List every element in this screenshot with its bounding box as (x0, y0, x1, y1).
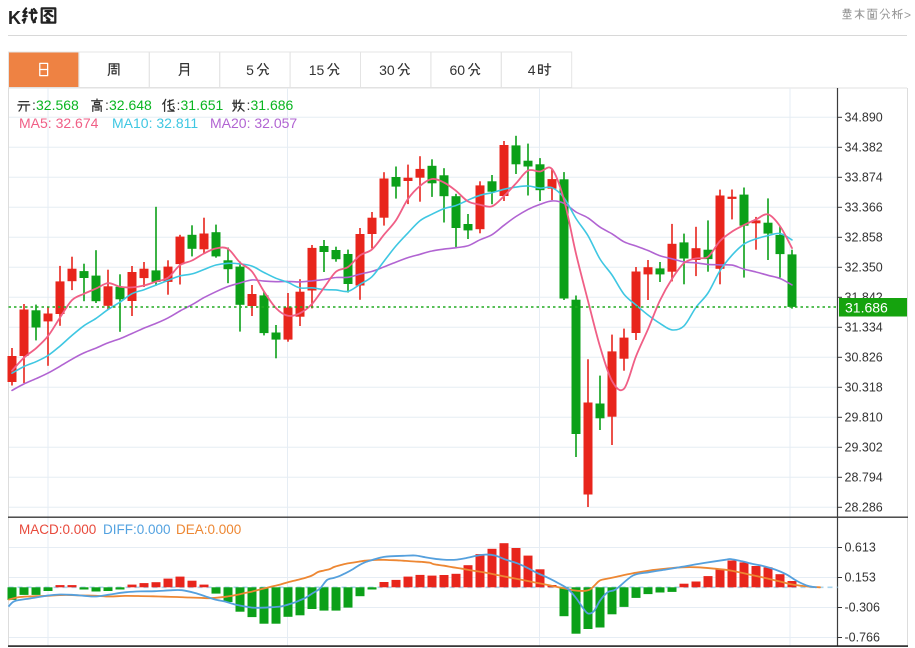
svg-text:>: > (904, 8, 911, 22)
svg-text::: : (32, 97, 36, 113)
svg-text:MA10: 32.811: MA10: 32.811 (112, 115, 198, 131)
svg-text:MA5: 32.674: MA5: 32.674 (19, 115, 99, 131)
svg-text:32.858: 32.858 (845, 230, 883, 244)
svg-text:34.382: 34.382 (845, 140, 883, 154)
svg-text:30.318: 30.318 (845, 380, 883, 394)
svg-text:30: 30 (379, 62, 395, 78)
svg-text::: : (177, 97, 181, 113)
svg-text:31.686: 31.686 (251, 97, 294, 113)
svg-text:31.651: 31.651 (181, 97, 224, 113)
svg-text:15: 15 (309, 62, 325, 78)
svg-text:31.334: 31.334 (845, 320, 883, 334)
svg-text:33.366: 33.366 (845, 200, 883, 214)
svg-text:DIFF:0.000: DIFF:0.000 (103, 522, 171, 537)
svg-text:29.810: 29.810 (845, 410, 883, 424)
svg-text:-0.306: -0.306 (845, 601, 880, 615)
svg-text::: : (105, 97, 109, 113)
svg-text:5: 5 (246, 62, 254, 78)
svg-text:0.153: 0.153 (845, 571, 876, 585)
svg-text:31.686: 31.686 (845, 300, 888, 316)
svg-text:DEA:0.000: DEA:0.000 (176, 522, 241, 537)
svg-text:30.826: 30.826 (845, 350, 883, 364)
svg-text:60: 60 (450, 62, 466, 78)
svg-text::: : (247, 97, 251, 113)
svg-text:K: K (8, 8, 21, 28)
svg-text:MACD:0.000: MACD:0.000 (19, 522, 96, 537)
svg-text:0.613: 0.613 (845, 541, 876, 555)
svg-text:33.874: 33.874 (845, 170, 883, 184)
svg-text:28.794: 28.794 (845, 470, 883, 484)
svg-text:32.568: 32.568 (36, 97, 79, 113)
svg-text:29.302: 29.302 (845, 440, 883, 454)
svg-text:MA20: 32.057: MA20: 32.057 (210, 115, 297, 131)
svg-text:32.350: 32.350 (845, 260, 883, 274)
svg-text:32.648: 32.648 (109, 97, 152, 113)
svg-text:4: 4 (528, 62, 536, 78)
svg-text:28.286: 28.286 (845, 500, 883, 514)
svg-text:-0.766: -0.766 (845, 631, 880, 645)
svg-text:34.890: 34.890 (845, 110, 883, 124)
